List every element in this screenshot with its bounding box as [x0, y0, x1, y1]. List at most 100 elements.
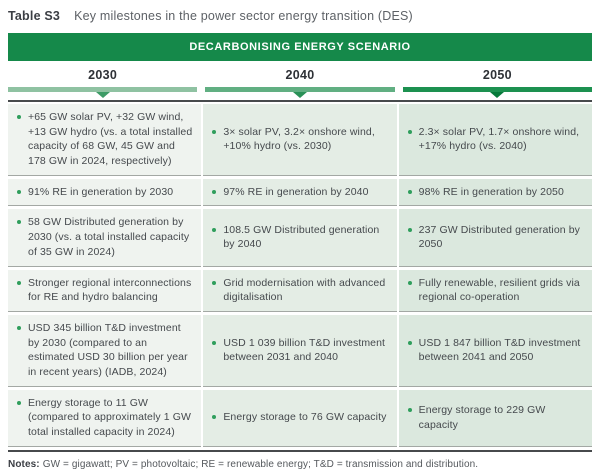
cell-content: 237 GW Distributed generation by 2050	[407, 223, 584, 252]
bullet-icon	[17, 189, 21, 194]
cell-text: 3× solar PV, 3.2× onshore wind, +10% hyd…	[223, 125, 375, 153]
table-title: Table S3 Key milestones in the power sec…	[8, 9, 592, 23]
cell-content: Grid modernisation with advanced digital…	[211, 276, 388, 305]
cell-text: 237 GW Distributed generation by 2050	[418, 223, 581, 251]
cell-content: 3× solar PV, 3.2× onshore wind, +10% hyd…	[211, 125, 388, 154]
table-cell: Energy storage to 11 GW (compared to app…	[8, 389, 202, 447]
cell-text: Stronger regional interconnections for R…	[28, 276, 192, 304]
table-cell: USD 1 039 billion T&D investment between…	[203, 314, 397, 387]
cell-content: USD 1 847 billion T&D investment between…	[407, 336, 584, 365]
notes-label: Notes:	[8, 458, 40, 470]
table-cell: 237 GW Distributed generation by 2050	[398, 209, 592, 267]
bullet-icon	[212, 415, 217, 420]
table-cell: +65 GW solar PV, +32 GW wind, +13 GW hyd…	[8, 104, 202, 176]
cell-content: Energy storage to 76 GW capacity	[211, 410, 386, 425]
table-cell: 3× solar PV, 3.2× onshore wind, +10% hyd…	[203, 104, 397, 176]
cell-text: Grid modernisation with advanced digital…	[223, 276, 386, 304]
cell-content: 2.3× solar PV, 1.7× onshore wind, +17% h…	[407, 125, 584, 154]
cell-content: Energy storage to 229 GW capacity	[407, 403, 584, 432]
table-cell: 97% RE in generation by 2040	[203, 178, 397, 207]
table-cell: 98% RE in generation by 2050	[398, 178, 592, 207]
scenario-banner-text: DECARBONISING ENERGY SCENARIO	[189, 41, 411, 53]
scenario-banner: DECARBONISING ENERGY SCENARIO	[8, 33, 592, 61]
table-row: Stronger regional interconnections for R…	[8, 269, 592, 312]
table-row: +65 GW solar PV, +32 GW wind, +13 GW hyd…	[8, 104, 592, 176]
cell-text: USD 345 billion T&D investment by 2030 (…	[28, 321, 188, 378]
bullet-icon	[17, 325, 21, 330]
year-label: 2040	[285, 68, 315, 82]
table-label: Table S3	[8, 9, 61, 23]
table-cell: 91% RE in generation by 2030	[8, 178, 202, 207]
cell-content: 98% RE in generation by 2050	[407, 185, 564, 200]
cell-text: 108.5 GW Distributed generation by 2040	[223, 223, 380, 251]
year-label: 2050	[482, 68, 512, 82]
cell-content: 91% RE in generation by 2030	[16, 185, 173, 200]
arrow-down-icon	[292, 92, 307, 98]
cell-text: USD 1 847 billion T&D investment between…	[418, 336, 581, 364]
table-cell: Fully renewable, resilient grids via reg…	[398, 269, 592, 312]
notes-text: GW = gigawatt; PV = photovoltaic; RE = r…	[42, 458, 479, 470]
cell-content: 58 GW Distributed generation by 2030 (vs…	[16, 215, 193, 259]
bullet-icon	[212, 280, 217, 285]
cell-content: USD 1 039 billion T&D investment between…	[211, 336, 388, 365]
table-cell: 108.5 GW Distributed generation by 2040	[203, 209, 397, 267]
bullet-icon	[407, 407, 412, 412]
timeline-bar	[205, 87, 395, 98]
table-cell: Energy storage to 76 GW capacity	[203, 389, 397, 447]
column-headers: 2030 2040 2050	[8, 62, 592, 98]
table-cell: USD 1 847 billion T&D investment between…	[398, 314, 592, 387]
bullet-icon	[17, 115, 21, 119]
bullet-icon	[212, 227, 217, 232]
cell-content: Stronger regional interconnections for R…	[16, 276, 193, 305]
timeline-bar	[8, 87, 198, 98]
cell-content: USD 345 billion T&D investment by 2030 (…	[16, 321, 193, 380]
cell-text: 91% RE in generation by 2030	[28, 185, 174, 198]
column-header-2050: 2050	[402, 62, 592, 98]
table-row: Energy storage to 11 GW (compared to app…	[8, 389, 592, 447]
bullet-icon	[212, 189, 217, 194]
bullet-icon	[17, 280, 21, 285]
table-row: 91% RE in generation by 2030 97% RE in ge…	[8, 178, 592, 207]
table-cell: 58 GW Distributed generation by 2030 (vs…	[8, 209, 202, 267]
cell-content: 108.5 GW Distributed generation by 2040	[211, 223, 388, 252]
table-row: 58 GW Distributed generation by 2030 (vs…	[8, 209, 592, 267]
cell-text: USD 1 039 billion T&D investment between…	[223, 336, 386, 364]
table-bottom-border	[8, 449, 592, 452]
cell-text: 58 GW Distributed generation by 2030 (vs…	[28, 216, 190, 258]
cell-text: 2.3× solar PV, 1.7× onshore wind, +17% h…	[418, 125, 580, 153]
cell-text: +65 GW solar PV, +32 GW wind, +13 GW hyd…	[28, 111, 193, 168]
bullet-icon	[17, 220, 21, 225]
column-header-2040: 2040	[205, 62, 395, 98]
table-cell: 2.3× solar PV, 1.7× onshore wind, +17% h…	[398, 104, 592, 176]
cell-content: +65 GW solar PV, +32 GW wind, +13 GW hyd…	[16, 110, 193, 169]
arrow-down-icon	[490, 92, 505, 98]
bullet-icon	[212, 340, 217, 345]
table-row: USD 345 billion T&D investment by 2030 (…	[8, 314, 592, 387]
column-header-2030: 2030	[8, 62, 198, 98]
cell-text: 97% RE in generation by 2040	[223, 185, 369, 198]
cell-content: 97% RE in generation by 2040	[211, 185, 368, 200]
cell-text: Energy storage to 76 GW capacity	[223, 411, 387, 424]
cell-content: Fully renewable, resilient grids via reg…	[407, 276, 584, 305]
arrow-down-icon	[95, 92, 110, 98]
table-cell: Grid modernisation with advanced digital…	[203, 269, 397, 312]
bullet-icon	[407, 129, 412, 134]
bullet-icon	[407, 189, 412, 194]
table-cell: Stronger regional interconnections for R…	[8, 269, 202, 312]
bullet-icon	[17, 400, 21, 405]
cell-text: 98% RE in generation by 2050	[418, 185, 564, 198]
cell-content: Energy storage to 11 GW (compared to app…	[16, 396, 193, 440]
cell-text: Energy storage to 11 GW (compared to app…	[28, 396, 191, 438]
bullet-icon	[407, 340, 412, 345]
table-body: +65 GW solar PV, +32 GW wind, +13 GW hyd…	[8, 104, 592, 447]
header-divider	[8, 100, 592, 102]
bullet-icon	[212, 129, 217, 134]
cell-text: Fully renewable, resilient grids via reg…	[418, 276, 580, 304]
year-label: 2030	[88, 68, 118, 82]
table-caption: Key milestones in the power sector energ…	[74, 9, 413, 23]
notes: Notes: GW = gigawatt; PV = photovoltaic; …	[8, 459, 592, 470]
cell-text: Energy storage to 229 GW capacity	[418, 403, 546, 431]
table-cell: Energy storage to 229 GW capacity	[398, 389, 592, 447]
timeline-bar	[402, 87, 592, 98]
